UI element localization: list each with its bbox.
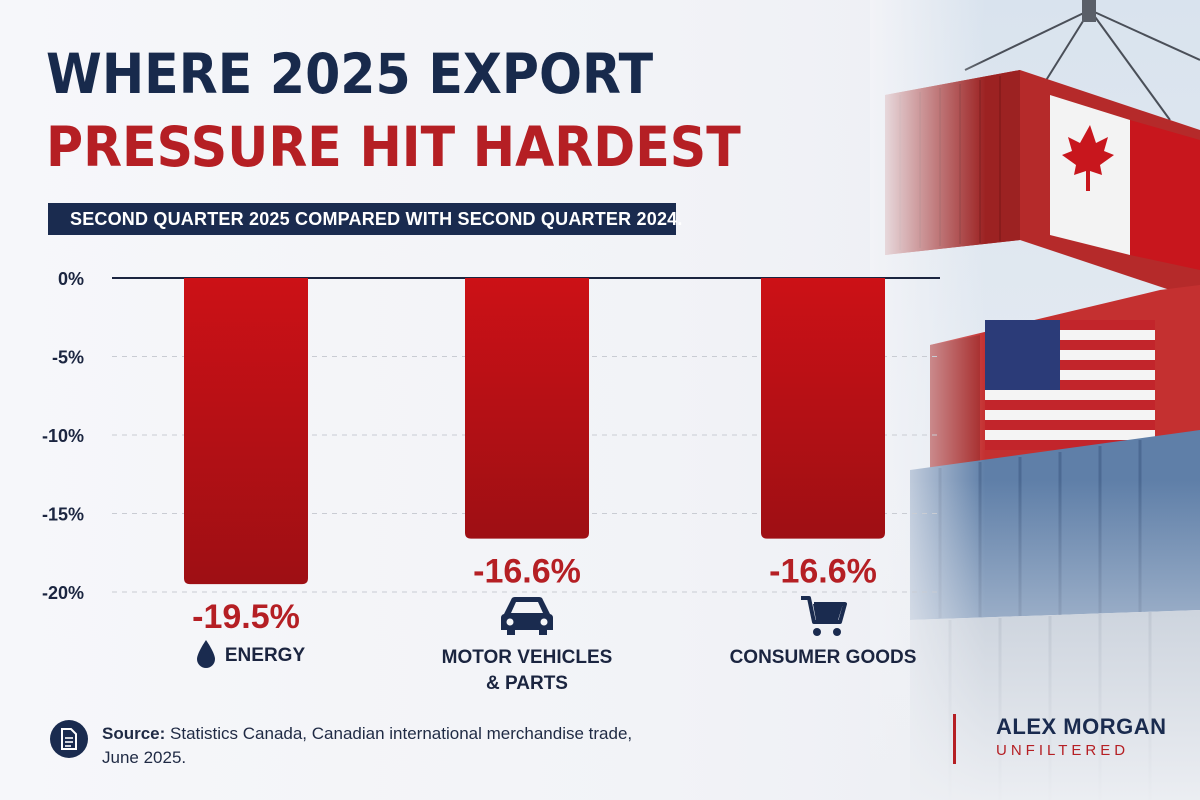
- subtitle-banner: SECOND QUARTER 2025 COMPARED WITH SECOND…: [48, 203, 682, 235]
- category-text: MOTOR VEHICLES: [441, 647, 613, 668]
- source-label: Source:: [102, 724, 166, 743]
- category-text: CONSUMER GOODS: [729, 647, 917, 668]
- shopping-cart-icon: [799, 594, 847, 643]
- bar: [184, 278, 308, 585]
- document-icon: [50, 720, 88, 758]
- source-text: Source: Statistics Canada, Canadian inte…: [102, 722, 642, 770]
- bar: [465, 278, 589, 539]
- bar: [761, 278, 885, 539]
- data-label: -19.5%: [192, 598, 300, 636]
- source-note: Source: Statistics Canada, Canadian inte…: [50, 720, 642, 770]
- y-tick-label: -5%: [52, 348, 84, 368]
- brand-tagline: UNFILTERED: [996, 742, 1130, 759]
- brand-name: ALEX MORGAN: [996, 714, 1167, 739]
- source-body: Statistics Canada, Canadian internationa…: [102, 724, 633, 767]
- data-label: -16.6%: [473, 553, 581, 591]
- y-tick-label: -10%: [42, 426, 84, 446]
- y-tick-label: -15%: [42, 505, 84, 525]
- category-text: & PARTS: [486, 673, 568, 694]
- category-label: ENERGY: [180, 640, 320, 669]
- category-label: MOTOR VEHICLES & PARTS: [417, 645, 637, 697]
- y-tick-label: 0%: [58, 269, 84, 289]
- title-line-1: WHERE 2025 EXPORT: [46, 42, 654, 106]
- title-line-2: PRESSURE HIT HARDEST: [46, 115, 741, 179]
- data-label: -16.6%: [769, 553, 877, 591]
- brand-block: ALEX MORGAN UNFILTERED: [953, 714, 1167, 764]
- shipping-containers-photo: [870, 0, 1200, 800]
- category-label: CONSUMER GOODS: [713, 645, 933, 671]
- car-icon: [496, 594, 558, 643]
- y-tick-label: -20%: [42, 583, 84, 603]
- category-text: ENERGY: [224, 645, 306, 666]
- droplet-icon: [195, 639, 217, 669]
